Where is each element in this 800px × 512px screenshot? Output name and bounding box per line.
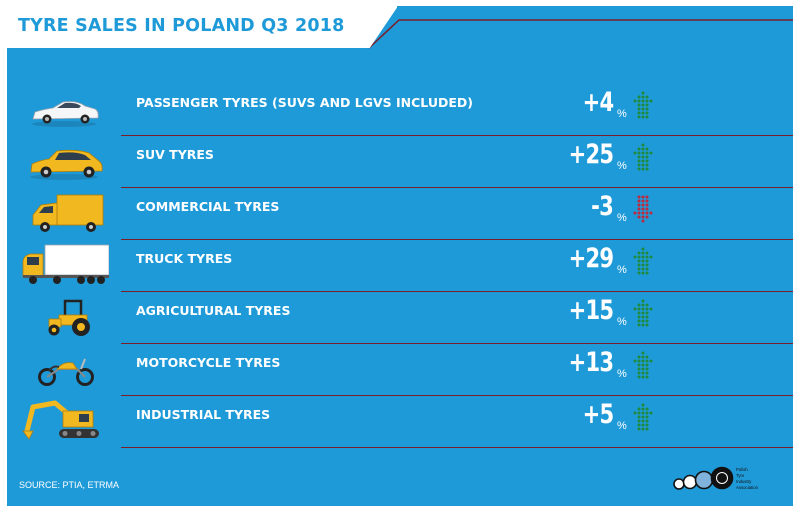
up-arrow-icon (633, 403, 653, 431)
up-arrow-icon (633, 91, 653, 119)
row-divider (121, 186, 793, 188)
change-value: +5 (582, 399, 614, 430)
excavator-icon (22, 400, 99, 440)
percent-unit: % (617, 316, 627, 328)
motorcycle-icon (38, 358, 94, 386)
logo-word-3: Industry (736, 479, 752, 484)
up-arrow-icon (633, 143, 653, 171)
table-row: SUV TYRES +25% (7, 136, 793, 188)
percent-unit: % (617, 264, 627, 276)
semi-truck-icon (22, 244, 109, 284)
delivery-truck-icon (32, 194, 104, 232)
table-row: MOTORCYCLE TYRES +13% (7, 344, 793, 396)
change-value: +13 (568, 347, 613, 378)
row-divider (121, 290, 793, 292)
row-label: SUV TYRES (136, 147, 214, 162)
down-arrow-icon (633, 195, 653, 223)
percent-unit: % (617, 368, 627, 380)
row-label: INDUSTRIAL TYRES (136, 407, 271, 422)
change-value: +4 (582, 87, 614, 118)
change-value: -3 (591, 191, 614, 222)
table-row: TRUCK TYRES +29% (7, 240, 793, 292)
table-row: PASSENGER TYRES (SUVS AND LGVS INCLUDED)… (7, 84, 793, 136)
infographic: TYRE SALES IN POLAND Q3 2018 PASSENGER T… (7, 6, 793, 506)
change-value: +25 (568, 139, 613, 170)
row-divider (121, 238, 793, 240)
row-label: PASSENGER TYRES (SUVS AND LGVS INCLUDED) (136, 95, 473, 110)
change-value: +15 (568, 295, 613, 326)
page-title: TYRE SALES IN POLAND Q3 2018 (18, 16, 345, 36)
table-row: AGRICULTURAL TYRES +15% (7, 292, 793, 344)
row-label: TRUCK TYRES (136, 251, 233, 266)
source-note: SOURCE: PTIA, ETRMA (19, 480, 120, 490)
title-divider (368, 19, 793, 49)
row-divider (121, 342, 793, 344)
table-row: COMMERCIAL TYRES -3% (7, 188, 793, 240)
suv-icon (30, 149, 103, 180)
up-arrow-icon (633, 351, 653, 379)
passenger-car-icon (32, 101, 99, 127)
percent-unit: % (617, 420, 627, 432)
tractor-icon (48, 299, 90, 336)
percent-unit: % (617, 108, 627, 120)
table-row: INDUSTRIAL TYRES +5% (7, 396, 793, 448)
row-divider (121, 134, 793, 136)
logo-word-4: Association (736, 485, 759, 490)
logo-word-2: Tyre (736, 473, 745, 478)
ptia-logo: Polish Tyre Industry Association (673, 466, 759, 490)
up-arrow-icon (633, 247, 653, 275)
change-value: +29 (568, 243, 613, 274)
percent-unit: % (617, 160, 627, 172)
percent-unit: % (617, 212, 627, 224)
up-arrow-icon (633, 299, 653, 327)
row-label: AGRICULTURAL TYRES (136, 303, 291, 318)
logo-word-1: Polish (736, 467, 748, 472)
row-divider (121, 446, 793, 448)
row-label: MOTORCYCLE TYRES (136, 355, 281, 370)
row-label: COMMERCIAL TYRES (136, 199, 280, 214)
title-bar: TYRE SALES IN POLAND Q3 2018 (7, 6, 397, 48)
row-divider (121, 394, 793, 396)
